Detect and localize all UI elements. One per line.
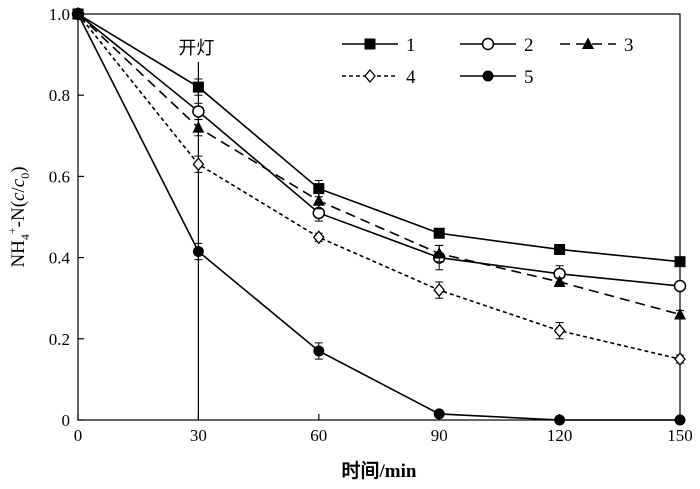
data-point — [674, 352, 686, 367]
legend-item-3: 3 — [560, 35, 634, 56]
data-point — [72, 8, 84, 20]
data-point — [673, 279, 687, 293]
series-1 — [72, 8, 686, 268]
data-point — [312, 194, 325, 206]
legend-label: 2 — [524, 35, 534, 56]
series-line — [77, 13, 681, 263]
data-point — [192, 157, 205, 172]
x-tick-label: 60 — [310, 426, 327, 445]
data-point — [313, 183, 325, 195]
legend: 1 2 3 4 5 — [342, 35, 634, 88]
x-tick-label: 120 — [547, 426, 573, 445]
data-point — [553, 323, 566, 338]
legend-marker — [364, 68, 376, 84]
legend-marker — [481, 37, 495, 51]
x-tick-label: 0 — [74, 426, 83, 445]
legend-item-2: 2 — [460, 35, 534, 56]
x-axis-title: 时间/min — [342, 460, 417, 482]
data-point — [313, 345, 325, 357]
data-point — [192, 105, 205, 118]
series-layer — [71, 6, 687, 426]
data-point — [433, 408, 445, 420]
plot-frame — [77, 13, 681, 421]
data-point — [554, 243, 566, 255]
legend-label: 4 — [406, 67, 416, 88]
y-tick-label: 0.6 — [49, 167, 70, 186]
x-tick-label: 150 — [667, 426, 693, 445]
x-tick-label: 30 — [190, 426, 207, 445]
y-axis-title: NH4+-N(c/c0) — [5, 166, 32, 267]
legend-item-4: 4 — [342, 67, 416, 88]
legend-marker — [364, 38, 376, 50]
y-tick-label: 0.2 — [49, 330, 70, 349]
data-point — [312, 230, 325, 245]
data-point — [553, 275, 566, 287]
legend-marker — [482, 70, 494, 82]
series-5 — [72, 8, 686, 426]
y-tick-label: 1.0 — [49, 5, 70, 24]
y-tick-label: 0.4 — [49, 249, 71, 268]
data-point — [433, 247, 446, 259]
series-line — [77, 13, 681, 287]
series-2 — [71, 7, 687, 293]
y-tick-label: 0 — [62, 411, 71, 430]
legend-label: 5 — [524, 67, 534, 88]
legend-marker — [582, 37, 594, 49]
data-point — [554, 414, 566, 426]
data-point — [674, 414, 686, 426]
light-on-label: 开灯 — [178, 38, 214, 59]
series-line — [77, 13, 680, 421]
series-line — [77, 13, 681, 316]
legend-item-5: 5 — [460, 67, 534, 88]
legend-label: 3 — [624, 35, 634, 56]
data-point — [192, 81, 204, 93]
data-point — [674, 256, 686, 268]
x-tick-label: 90 — [431, 426, 448, 445]
data-point — [192, 121, 205, 133]
data-point — [433, 283, 446, 298]
legend-label: 1 — [406, 35, 416, 56]
data-point — [433, 227, 445, 239]
series-line — [77, 13, 681, 360]
series-3 — [72, 7, 686, 320]
data-point — [674, 307, 686, 320]
data-point — [192, 246, 204, 258]
y-tick-label: 0.8 — [49, 86, 70, 105]
legend-item-1: 1 — [342, 35, 416, 56]
